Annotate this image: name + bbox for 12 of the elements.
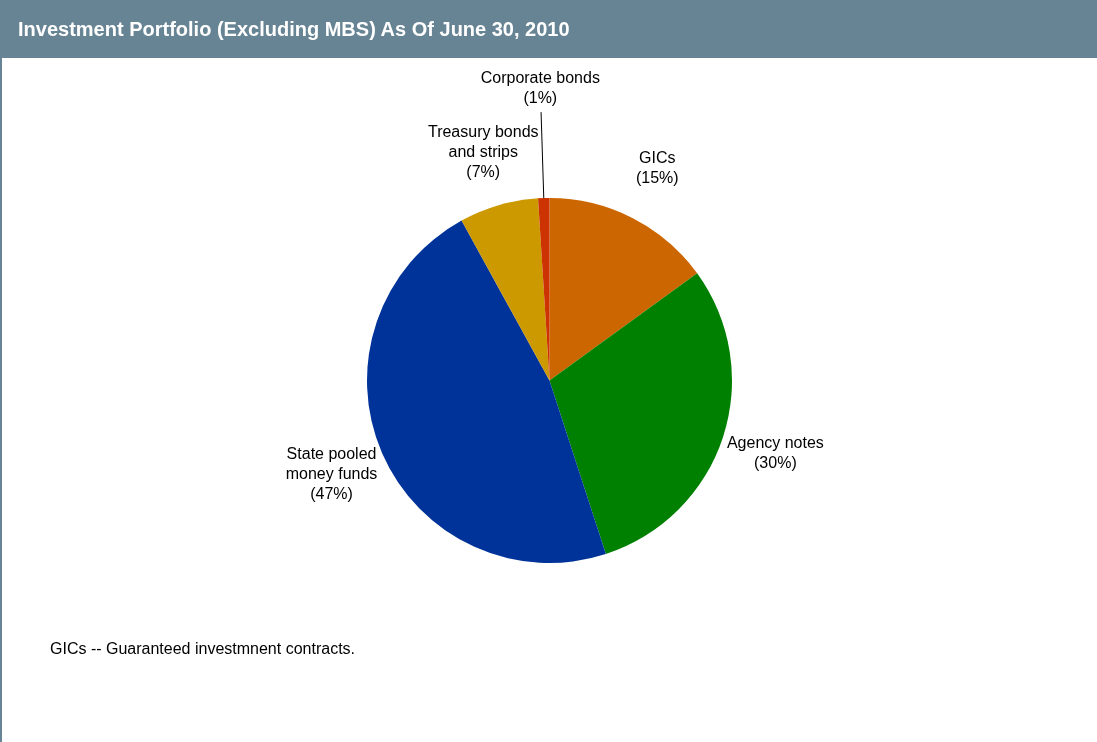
text: GICs -- Guaranteed investmnent contracts. [50, 640, 356, 658]
slice-label: Agency notes [726, 434, 824, 452]
slice-label: Corporate bonds [480, 68, 600, 86]
data-label: (15%) [635, 169, 679, 187]
slice-label: GICs [639, 149, 676, 167]
data-label: (1%) [523, 88, 558, 106]
data-label: (30%) [754, 454, 797, 472]
slice-label: State pooled money funds [285, 445, 378, 483]
data-label: (7%) [466, 162, 501, 180]
slice-label: Treasury bonds and strips [427, 122, 539, 160]
data-label: (47%) [310, 485, 353, 503]
chart-title: Investment Portfolio (Excluding MBS) As Of June 30, 2010 [2, 0, 1097, 58]
